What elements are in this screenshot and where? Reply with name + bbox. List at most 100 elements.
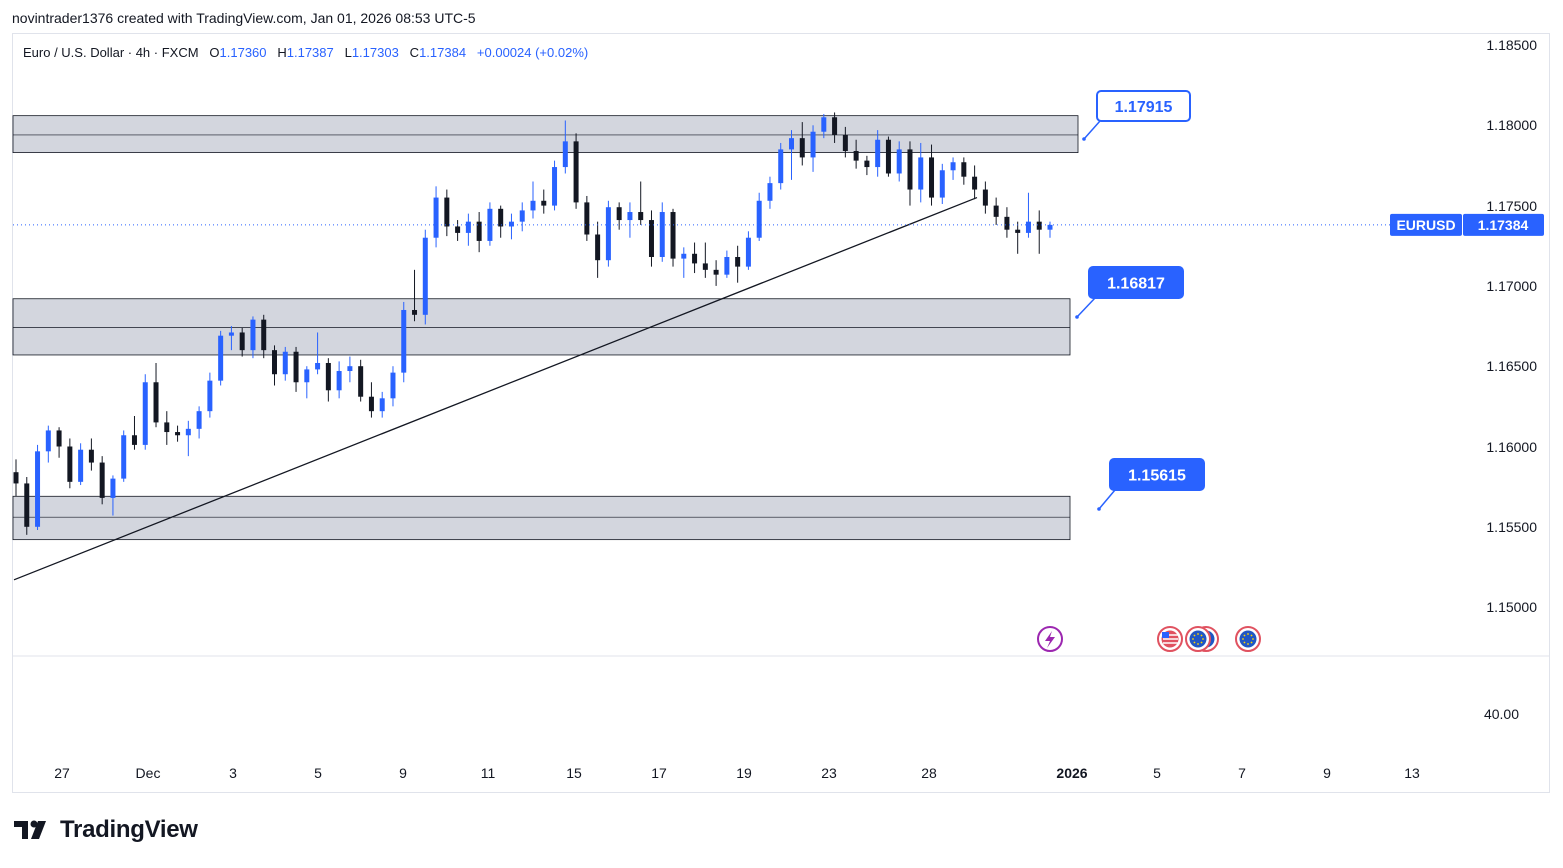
candle-body[interactable] — [390, 372, 396, 399]
candle-body[interactable] — [638, 212, 644, 221]
candle-body[interactable] — [1025, 221, 1031, 233]
candle-body[interactable] — [24, 483, 30, 527]
candle-body[interactable] — [293, 351, 299, 383]
candle-body[interactable] — [218, 335, 224, 381]
candle-body[interactable] — [164, 422, 170, 433]
candle-body[interactable] — [982, 189, 988, 206]
candle-body[interactable] — [595, 234, 601, 261]
candle-body[interactable] — [767, 183, 773, 201]
candle-body[interactable] — [541, 200, 547, 206]
candle-body[interactable] — [336, 371, 342, 391]
candle-body[interactable] — [1004, 216, 1010, 230]
callout-box[interactable] — [1096, 90, 1191, 122]
candle-body[interactable] — [455, 226, 461, 233]
candle-body[interactable] — [562, 141, 568, 168]
candle-body[interactable] — [875, 139, 881, 168]
candle-body[interactable] — [519, 210, 525, 222]
candle-body[interactable] — [961, 162, 967, 177]
candle-body[interactable] — [110, 478, 116, 498]
zone-support[interactable] — [12, 298, 1071, 356]
candle-body[interactable] — [799, 138, 805, 158]
candle-body[interactable] — [67, 446, 73, 482]
candle-body[interactable] — [939, 170, 945, 198]
candle-body[interactable] — [1015, 229, 1021, 233]
candle-body[interactable] — [692, 253, 698, 264]
candle-body[interactable] — [648, 220, 654, 257]
candle-body[interactable] — [121, 435, 127, 479]
candle-body[interactable] — [993, 205, 999, 217]
price-tag-value-box[interactable] — [1463, 213, 1544, 236]
zone-resistance[interactable] — [12, 115, 1079, 154]
candle-body[interactable] — [99, 462, 105, 498]
candle-body[interactable] — [907, 149, 913, 190]
candle-body[interactable] — [950, 162, 956, 171]
candle-body[interactable] — [552, 167, 558, 206]
candle-body[interactable] — [498, 208, 504, 227]
candle-body[interactable] — [412, 309, 418, 315]
candle-body[interactable] — [724, 256, 730, 275]
candle-body[interactable] — [175, 432, 181, 436]
candle-body[interactable] — [756, 200, 762, 238]
candle-body[interactable] — [896, 149, 902, 174]
price-tag-symbol-box[interactable] — [1390, 213, 1462, 236]
candle-body[interactable] — [45, 430, 51, 452]
candle-body[interactable] — [670, 212, 676, 259]
candle-body[interactable] — [358, 366, 364, 397]
candle-body[interactable] — [573, 141, 579, 203]
candle-body[interactable] — [153, 382, 159, 423]
candle-body[interactable] — [745, 237, 751, 267]
candle-body[interactable] — [918, 157, 924, 190]
candle-body[interactable] — [508, 221, 514, 227]
candle-body[interactable] — [401, 309, 407, 373]
candle-body[interactable] — [368, 396, 374, 412]
candle-body[interactable] — [530, 200, 536, 211]
candle-body[interactable] — [627, 212, 633, 221]
candle-body[interactable] — [250, 319, 256, 351]
candle-body[interactable] — [282, 351, 288, 375]
candle-body[interactable] — [842, 134, 848, 151]
candle-body[interactable] — [810, 131, 816, 158]
candle-body[interactable] — [972, 176, 978, 190]
candle-body[interactable] — [1047, 224, 1053, 230]
candle-body[interactable] — [272, 350, 277, 375]
candle-body[interactable] — [476, 221, 482, 241]
candle-body[interactable] — [325, 362, 331, 391]
candle-body[interactable] — [142, 382, 148, 445]
candle-body[interactable] — [929, 157, 935, 198]
tradingview-brand[interactable]: TradingView — [14, 816, 198, 844]
callout-box[interactable] — [1088, 266, 1184, 299]
zone-lower-support[interactable] — [12, 495, 1071, 541]
candle-body[interactable] — [584, 202, 590, 235]
candle-body[interactable] — [35, 451, 41, 527]
candle-body[interactable] — [347, 366, 353, 372]
candle-body[interactable] — [207, 380, 213, 412]
candle-body[interactable] — [433, 197, 439, 238]
candle-body[interactable] — [616, 207, 622, 221]
candle-body[interactable] — [853, 150, 859, 161]
candle-body[interactable] — [379, 398, 385, 412]
candle-body[interactable] — [681, 253, 687, 259]
candle-body[interactable] — [315, 362, 321, 370]
candle-body[interactable] — [821, 117, 827, 132]
candle-body[interactable] — [261, 319, 267, 351]
callout-box[interactable] — [1109, 458, 1205, 491]
candle-body[interactable] — [605, 207, 611, 261]
candle-body[interactable] — [864, 160, 870, 168]
candle-body[interactable] — [735, 256, 741, 267]
candle-body[interactable] — [659, 212, 665, 257]
candle-body[interactable] — [131, 435, 137, 445]
candle-body[interactable] — [185, 428, 191, 436]
candle-body[interactable] — [228, 332, 234, 336]
trendline[interactable] — [13, 196, 978, 581]
candle-body[interactable] — [789, 138, 794, 150]
candle-body[interactable] — [422, 237, 428, 315]
candle-body[interactable] — [304, 369, 310, 383]
candle-body[interactable] — [196, 411, 202, 429]
candle-body[interactable] — [13, 472, 19, 484]
legend-symbol-title[interactable]: Euro / U.S. Dollar · 4h · FXCM — [23, 45, 199, 60]
candle-body[interactable] — [56, 430, 62, 447]
candle-body[interactable] — [1036, 221, 1042, 230]
candle-body[interactable] — [78, 449, 84, 482]
candle-body[interactable] — [444, 197, 450, 227]
